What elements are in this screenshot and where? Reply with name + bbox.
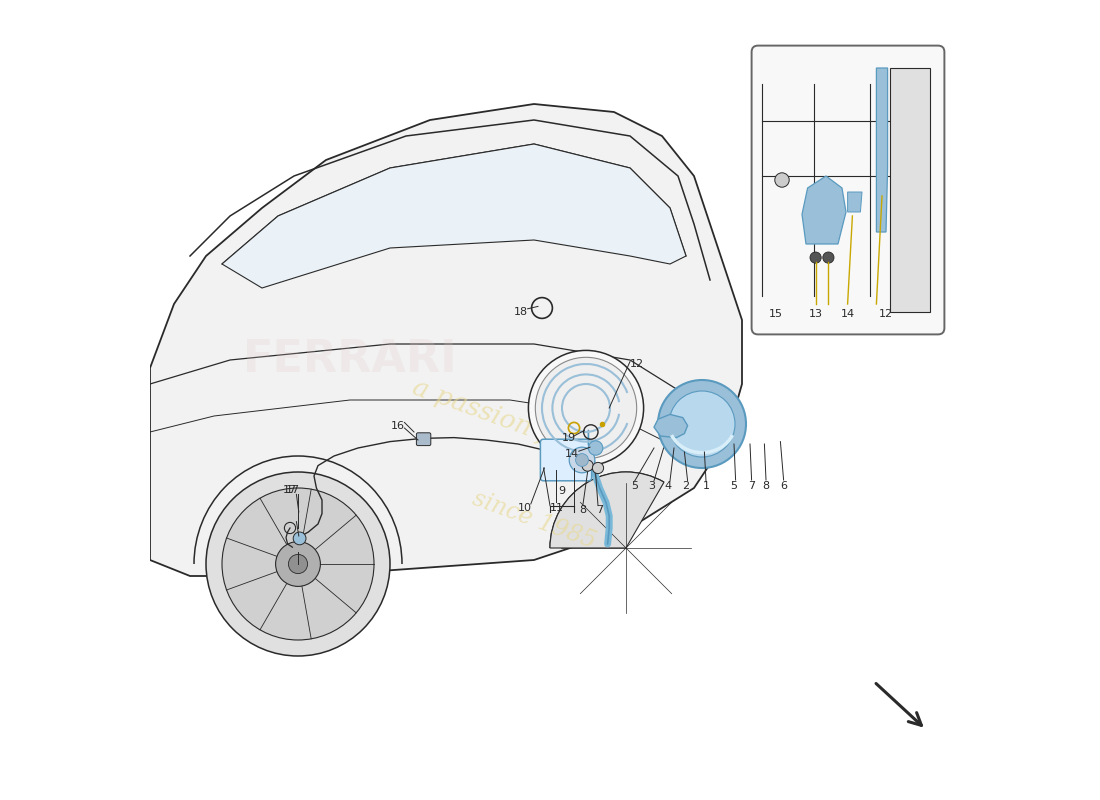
Text: 15: 15 (769, 309, 782, 318)
Polygon shape (848, 192, 862, 212)
Text: a passion for: a passion for (409, 375, 579, 457)
Polygon shape (802, 176, 846, 244)
Text: 8: 8 (580, 506, 586, 515)
Text: 5: 5 (631, 481, 638, 490)
Polygon shape (150, 104, 743, 576)
Text: 6: 6 (780, 481, 788, 490)
Wedge shape (550, 472, 664, 548)
Circle shape (569, 447, 595, 473)
Polygon shape (877, 68, 888, 232)
Text: 2: 2 (682, 481, 689, 490)
Text: 18: 18 (514, 307, 528, 317)
Text: since 1985: since 1985 (470, 487, 598, 553)
Text: FERRARI: FERRARI (243, 338, 458, 382)
Text: 16: 16 (390, 421, 405, 430)
Text: 1: 1 (703, 481, 710, 490)
Polygon shape (654, 414, 688, 438)
Circle shape (810, 252, 822, 263)
Circle shape (288, 554, 308, 574)
Circle shape (276, 542, 320, 586)
Text: 12: 12 (629, 359, 644, 369)
Text: 14: 14 (564, 450, 579, 459)
Polygon shape (890, 68, 930, 312)
Text: 17: 17 (283, 485, 297, 494)
Text: 19: 19 (562, 434, 576, 443)
FancyBboxPatch shape (540, 439, 592, 481)
Text: 3: 3 (648, 481, 656, 490)
Text: 10: 10 (517, 503, 531, 513)
Text: 7: 7 (748, 481, 756, 490)
FancyBboxPatch shape (417, 433, 431, 446)
Text: 7: 7 (596, 506, 603, 515)
Circle shape (536, 358, 637, 458)
Circle shape (658, 380, 746, 468)
Circle shape (582, 460, 593, 471)
Text: 11: 11 (549, 503, 563, 513)
Circle shape (588, 441, 603, 455)
Text: 14: 14 (840, 309, 855, 318)
Text: 9: 9 (559, 486, 565, 496)
Text: 13: 13 (808, 309, 823, 318)
Polygon shape (222, 144, 686, 288)
Circle shape (222, 488, 374, 640)
Text: 4: 4 (664, 481, 672, 490)
Circle shape (206, 472, 390, 656)
Circle shape (593, 462, 604, 474)
Circle shape (823, 252, 834, 263)
Circle shape (294, 532, 306, 545)
Text: 12: 12 (879, 309, 893, 318)
Text: 5: 5 (730, 481, 737, 490)
Circle shape (774, 173, 789, 187)
Circle shape (528, 350, 644, 466)
Circle shape (669, 391, 735, 457)
Circle shape (575, 454, 589, 466)
FancyBboxPatch shape (751, 46, 945, 334)
Text: 8: 8 (762, 481, 770, 490)
Text: 17: 17 (285, 485, 299, 494)
